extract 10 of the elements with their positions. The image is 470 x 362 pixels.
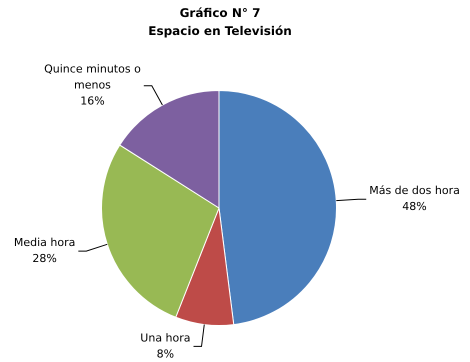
- data-label: 48%: [402, 200, 427, 214]
- slice-label: Una hora: [140, 331, 191, 344]
- slice-label: Quince minutos o menos: [44, 62, 142, 92]
- data-label: 28%: [32, 252, 57, 265]
- slice-label: Media hora: [14, 236, 76, 249]
- chart-title: Gráfico N° 7: [180, 6, 260, 20]
- slice-label: Más de dos hora: [369, 184, 460, 198]
- chart-subtitle: Espacio en Televisión: [148, 24, 292, 38]
- data-label: 16%: [80, 94, 105, 108]
- data-label: 8%: [156, 347, 174, 360]
